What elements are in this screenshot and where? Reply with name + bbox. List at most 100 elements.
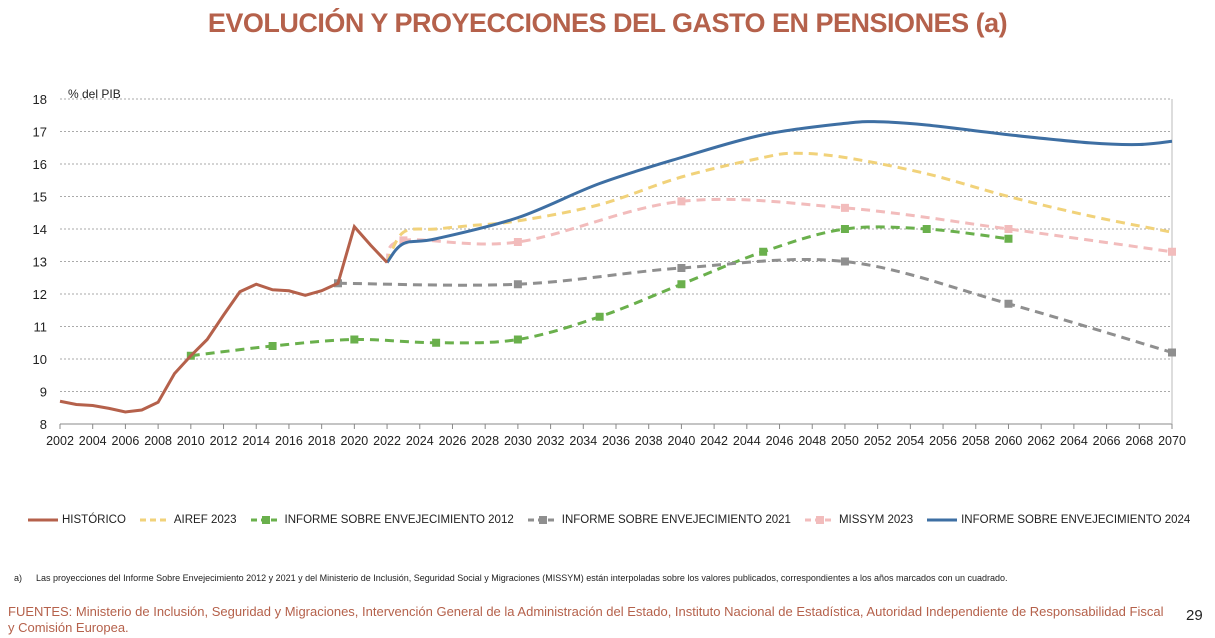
data-point [759,247,768,256]
x-tick-label: 2022 [373,434,401,448]
data-point [399,236,408,245]
x-tick-label: 2018 [308,434,336,448]
y-tick-label: 14 [33,222,47,237]
legend: HISTÓRICO AIREF 2023 INFORME SOBRE ENVEJEC… [28,514,1190,526]
data-point [350,335,359,344]
x-tick-label: 2044 [733,434,761,448]
data-point [1004,225,1013,233]
data-point [513,280,522,289]
data-point [513,238,522,246]
series-line [385,151,1173,264]
x-tick-label: 2054 [896,434,924,448]
legend-label: AIREF 2023 [173,514,237,526]
data-point [677,264,686,272]
y-tick-label: 8 [40,417,47,432]
x-tick-label: 2028 [471,434,499,448]
x-tick-label: 2064 [1060,434,1088,448]
x-tick-label: 2030 [504,434,532,448]
legend-label: INFORME SOBRE ENVEJECIMIENTO 2024 [961,514,1191,526]
y-tick-label: 11 [34,320,48,335]
x-tick-label: 2008 [144,434,172,448]
x-tick-label: 2052 [864,434,892,448]
data-point [840,257,849,266]
x-tick-label: 2048 [798,434,826,448]
data-point [1004,299,1013,308]
series-line [59,223,389,414]
data-point [922,225,931,233]
x-tick-label: 2058 [962,434,990,448]
x-tick-label: 2038 [635,434,663,448]
legend-item: HISTÓRICO [28,514,126,526]
x-tick-label: 2004 [79,434,107,448]
x-tick-label: 2012 [210,434,238,448]
legend-item: INFORME SOBRE ENVEJECIMIENTO 2024 [927,514,1190,526]
series-line [385,120,1173,264]
x-tick-label: 2040 [668,434,696,448]
data-point [1168,247,1176,256]
legend-item: INFORME SOBRE ENVEJECIMIENTO 2012 [250,514,514,526]
x-tick-label: 2024 [406,434,434,448]
sources: FUENTES: Ministerio de Inclusión, Seguri… [8,604,1164,635]
legend-label: HISTÓRICO [62,514,126,526]
x-tick-label: 2006 [112,434,140,448]
data-point [268,342,277,350]
x-tick-label: 2010 [177,434,205,448]
x-tick-label: 2020 [340,434,368,448]
x-tick-label: 2062 [1027,434,1055,448]
chart-title: EVOLUCIÓN Y PROYECCIONES DEL GASTO EN PE… [207,8,1008,38]
line-chart: 8 9 10 11 12 13 14 15 16 17 18 % del PIB 2002 2004 200… [33,87,1186,448]
y-tick-label: 18 [33,92,47,107]
data-point [513,335,522,344]
x-tick-label: 2066 [1093,434,1121,448]
x-tick-label: 2016 [275,434,303,448]
legend-swatch [250,516,281,524]
y-tick-label: 15 [33,190,47,205]
footnote: a) Las proyecciones del Informe Sobre Env… [14,573,1164,583]
x-tick-label: 2070 [1158,434,1186,448]
data-point [677,197,686,206]
legend-swatch [28,518,58,522]
y-tick-label: 9 [40,385,47,400]
x-tick-label: 2060 [995,434,1023,448]
x-tick-label: 2046 [766,434,794,448]
data-point [432,338,441,347]
data-point [1004,234,1013,243]
legend-item: AIREF 2023 [139,514,237,526]
data-point [840,203,849,212]
footnote-marker: a) [14,573,23,583]
y-tick-label: 17 [33,125,47,140]
x-tick-label: 2026 [439,434,467,448]
data-point [677,280,686,289]
data-point [1168,348,1176,357]
footnote-text: Las proyecciones del Informe Sobre Envej… [36,573,1008,583]
legend-item: MISSYM 2023 [804,514,914,526]
y-tick-label: 12 [33,287,47,302]
legend-label: INFORME SOBRE ENVEJECIMIENTO 2012 [284,514,514,526]
x-tick-label: 2002 [46,434,74,448]
page-number: 29 [1186,607,1203,624]
data-point [840,225,849,233]
legend-swatch [804,516,835,524]
legend-swatch [139,518,170,522]
y-tick-label: 13 [33,255,47,270]
legend-label: INFORME SOBRE ENVEJECIMIENTO 2021 [561,514,791,526]
legend-swatch [527,516,558,524]
x-tick-label: 2050 [831,434,859,448]
x-tick-label: 2068 [1125,434,1153,448]
data-point [595,312,604,321]
series-line [385,197,1173,264]
y-axis-label: % del PIB [68,87,121,101]
x-tick-label: 2036 [602,434,630,448]
series-line [190,225,1009,358]
y-tick-label: 16 [33,157,47,172]
legend-item: INFORME SOBRE ENVEJECIMIENTO 2021 [527,514,791,526]
x-tick-label: 2014 [242,434,270,448]
x-tick-label: 2042 [700,434,728,448]
x-tick-label: 2034 [569,434,597,448]
x-tick-label: 2032 [537,434,565,448]
legend-label: MISSYM 2023 [838,514,914,526]
x-tick-label: 2056 [929,434,957,448]
y-tick-label: 10 [33,352,47,367]
legend-swatch [927,518,958,522]
series-line [337,257,1173,354]
